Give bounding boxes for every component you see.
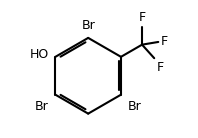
Text: F: F [157, 61, 164, 74]
Text: HO: HO [29, 48, 49, 61]
Text: Br: Br [128, 100, 142, 113]
Text: Br: Br [35, 100, 49, 113]
Text: Br: Br [81, 19, 95, 32]
Text: F: F [161, 35, 168, 48]
Text: F: F [138, 11, 146, 24]
